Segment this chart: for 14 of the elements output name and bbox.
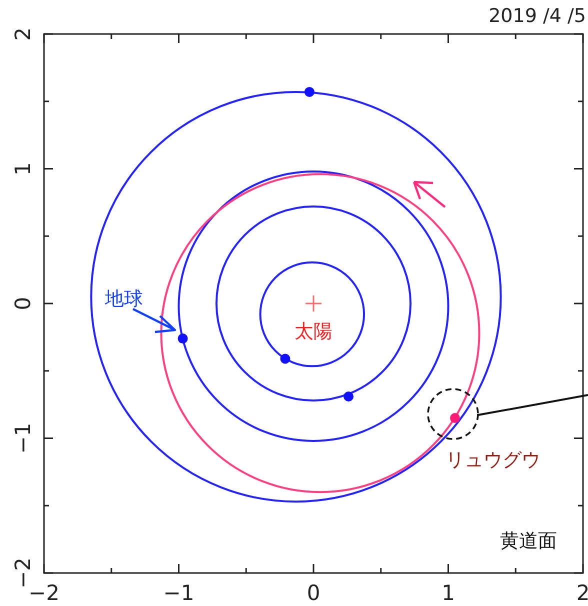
y-tick-label: 2 [11, 27, 35, 41]
x-tick-label: 1 [442, 581, 455, 605]
x-tick-label: 0 [306, 581, 320, 605]
y-tick-label: −1 [11, 422, 35, 454]
x-tick-label: 2 [576, 581, 588, 605]
y-tick-label: 1 [11, 162, 35, 176]
annotation: 地球 [105, 288, 143, 310]
x-tick-label: −1 [163, 581, 194, 605]
annotation: 黄道面 [500, 530, 557, 552]
title: 2019 /4 /5 [488, 5, 586, 27]
annotation: リュウグウ [445, 449, 540, 472]
y-tick-label: 0 [11, 296, 35, 310]
x-tick-label: −2 [28, 581, 60, 605]
annotation: 太陽 [294, 320, 332, 342]
